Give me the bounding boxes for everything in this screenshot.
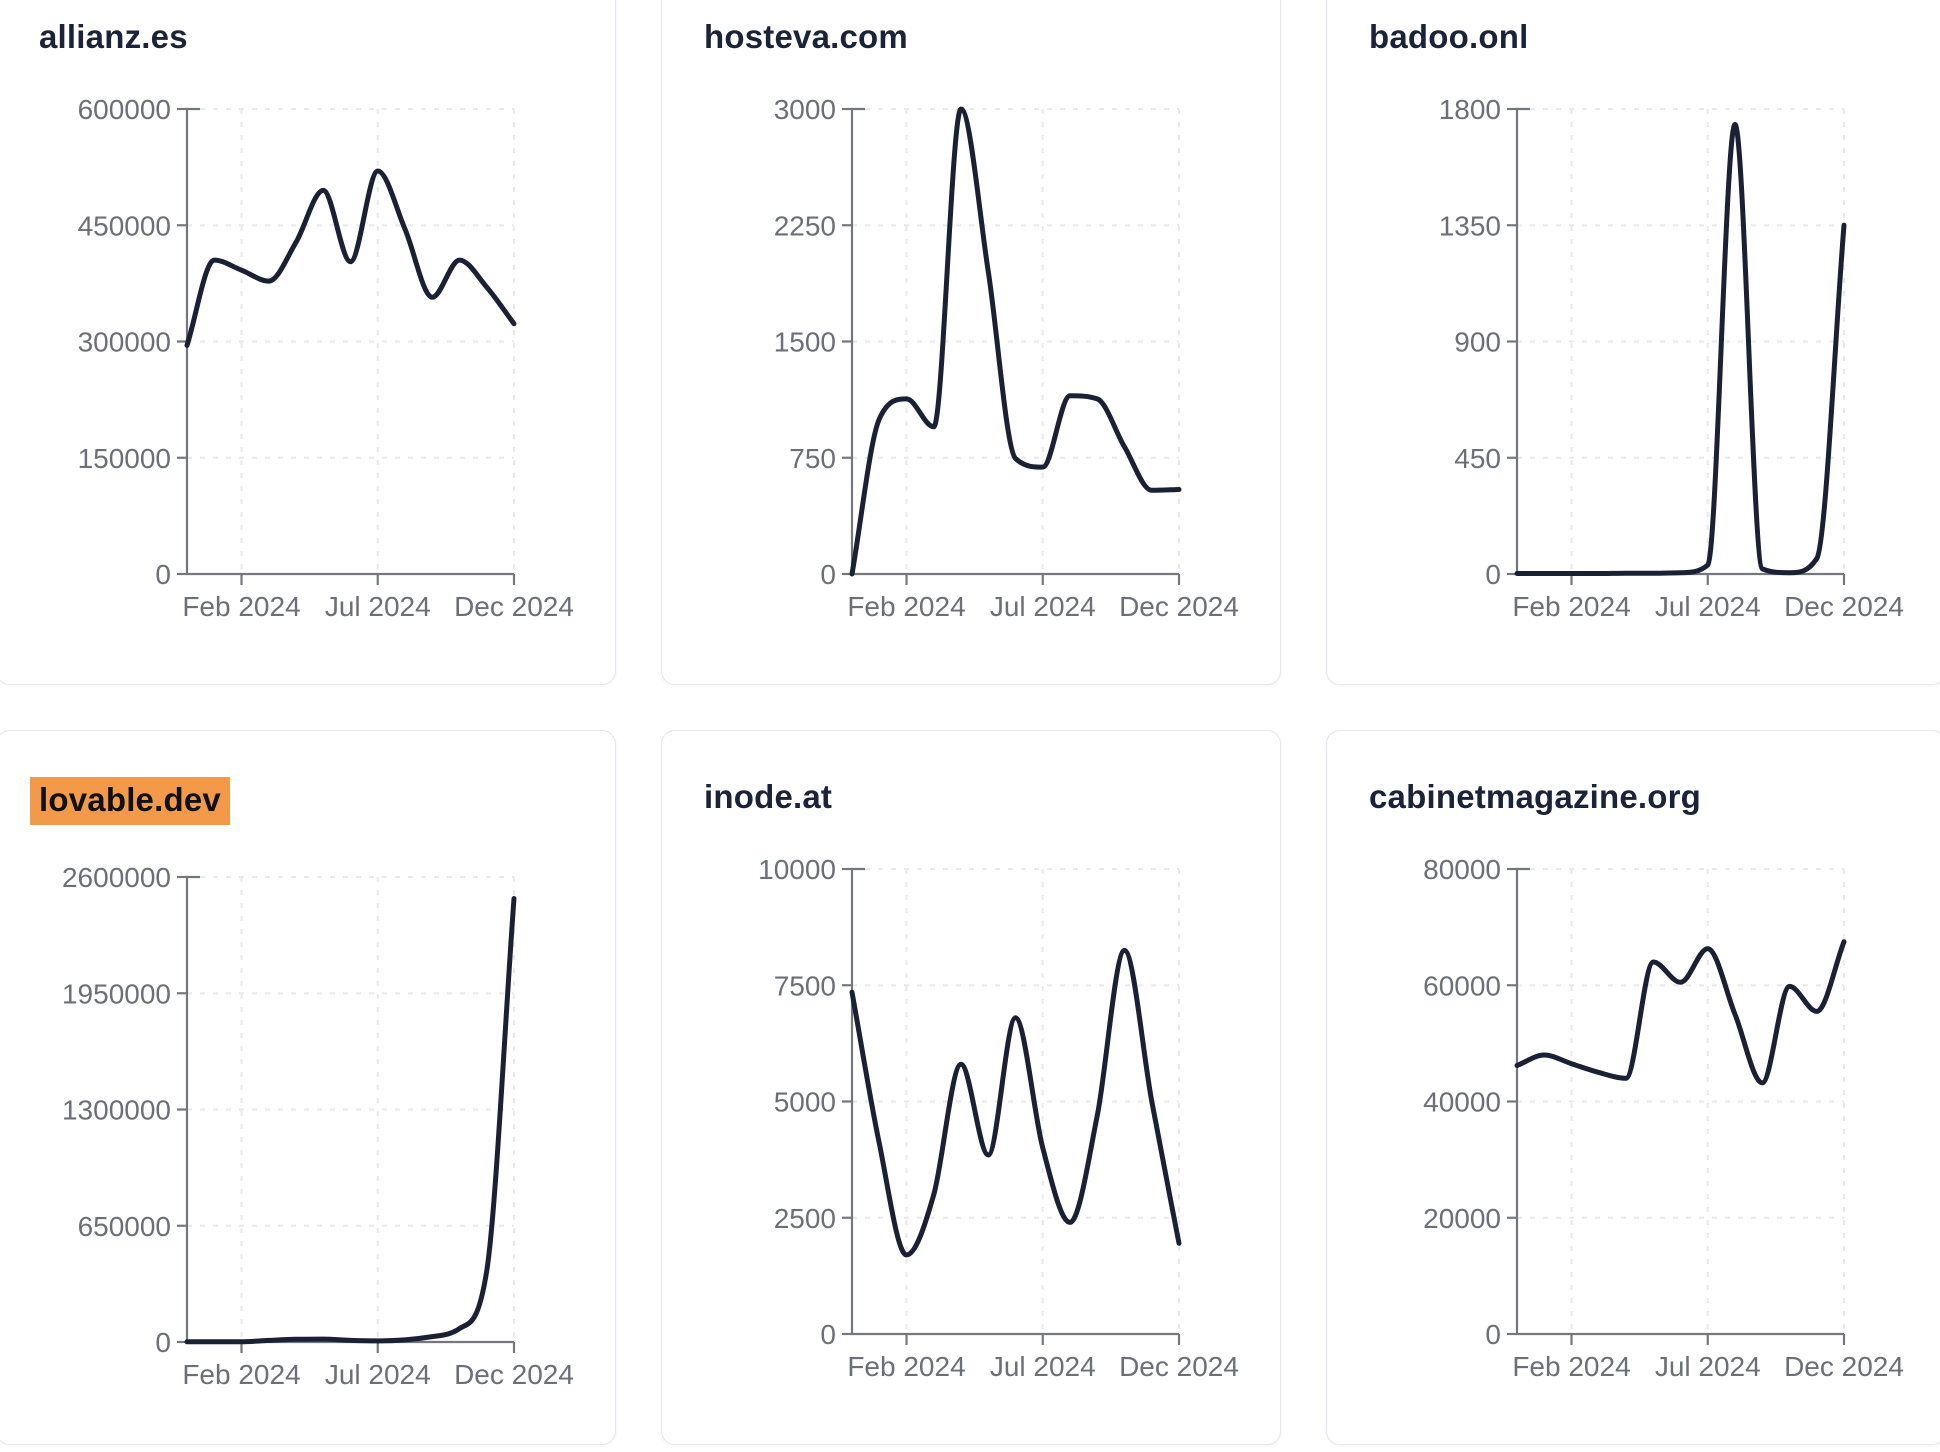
domain-label: inode.at [704,778,833,815]
svg-text:20000: 20000 [1423,1203,1501,1234]
svg-text:40000: 40000 [1423,1087,1501,1118]
svg-text:0: 0 [820,559,836,590]
traffic-line-chart[interactable]: 0 750 1500 2250 3000 Feb 2024 Jul 2024 Dec 2024 [662,57,1282,627]
svg-text:0: 0 [1485,1319,1501,1350]
svg-text:60000: 60000 [1423,970,1501,1001]
chart-card-badoo[interactable]: badoo.onl 0 450 900 1350 1800 Feb 2024 Jul 202… [1326,0,1940,685]
svg-text:450: 450 [1454,443,1501,474]
svg-text:Dec 2024: Dec 2024 [1784,1351,1904,1382]
domain-label: hosteva.com [704,18,908,55]
svg-text:Dec 2024: Dec 2024 [454,1359,574,1390]
chart-card-allianz[interactable]: allianz.es 0 150000 300000 450000 600000 Feb … [0,0,616,685]
svg-text:1350: 1350 [1439,210,1501,241]
chart-card-lovable[interactable]: lovable.dev 0 650000 1300000 1950000 2600000… [0,730,616,1445]
card-title: lovable.dev [30,777,615,825]
svg-text:Dec 2024: Dec 2024 [1119,591,1239,622]
svg-text:5000: 5000 [774,1087,836,1118]
traffic-line-chart[interactable]: 0 450 900 1350 1800 Feb 2024 Jul 2024 Dec 2024 [1327,57,1940,627]
svg-text:750: 750 [789,443,836,474]
card-title: hosteva.com [704,17,1280,57]
chart-card-cabinetmagazine[interactable]: cabinetmagazine.org 0 20000 40000 60000 8000… [1326,730,1940,1445]
svg-text:0: 0 [155,559,171,590]
svg-text:Jul 2024: Jul 2024 [990,591,1096,622]
svg-text:Feb 2024: Feb 2024 [847,591,965,622]
card-title: cabinetmagazine.org [1369,777,1940,817]
svg-text:Feb 2024: Feb 2024 [1512,591,1630,622]
svg-text:Dec 2024: Dec 2024 [1784,591,1904,622]
traffic-line-chart[interactable]: 0 2500 5000 7500 10000 Feb 2024 Jul 2024 Dec 20… [662,817,1282,1387]
svg-text:900: 900 [1454,327,1501,358]
svg-text:Jul 2024: Jul 2024 [990,1351,1096,1382]
card-title: badoo.onl [1369,17,1940,57]
svg-text:Dec 2024: Dec 2024 [454,591,574,622]
svg-text:Dec 2024: Dec 2024 [1119,1351,1239,1382]
svg-text:7500: 7500 [774,970,836,1001]
svg-text:2600000: 2600000 [62,862,171,893]
svg-text:Feb 2024: Feb 2024 [847,1351,965,1382]
chart-card-hosteva[interactable]: hosteva.com 0 750 1500 2250 3000 Feb 2024 Jul … [661,0,1281,685]
svg-text:Jul 2024: Jul 2024 [325,591,431,622]
svg-text:10000: 10000 [758,854,836,885]
svg-text:Jul 2024: Jul 2024 [1655,1351,1761,1382]
svg-text:600000: 600000 [78,94,171,125]
domain-label-highlighted: lovable.dev [30,777,230,825]
svg-text:1500: 1500 [774,327,836,358]
svg-text:650000: 650000 [78,1211,171,1242]
svg-text:80000: 80000 [1423,854,1501,885]
svg-text:300000: 300000 [78,327,171,358]
domain-label: allianz.es [39,18,188,55]
svg-text:150000: 150000 [78,443,171,474]
svg-text:Feb 2024: Feb 2024 [182,591,300,622]
svg-text:0: 0 [155,1327,171,1358]
card-title: allianz.es [39,17,615,57]
svg-text:1950000: 1950000 [62,978,171,1009]
svg-text:2250: 2250 [774,210,836,241]
svg-text:3000: 3000 [774,94,836,125]
domain-label: cabinetmagazine.org [1369,778,1702,815]
traffic-line-chart[interactable]: 0 650000 1300000 1950000 2600000 Feb 2024 Jul … [0,825,617,1395]
chart-card-inode[interactable]: inode.at 0 2500 5000 7500 10000 Feb 2024 Jul 2… [661,730,1281,1445]
svg-text:Feb 2024: Feb 2024 [1512,1351,1630,1382]
traffic-line-chart[interactable]: 0 20000 40000 60000 80000 Feb 2024 Jul 2024 Dec… [1327,817,1940,1387]
svg-text:2500: 2500 [774,1203,836,1234]
svg-text:Jul 2024: Jul 2024 [325,1359,431,1390]
svg-text:0: 0 [1485,559,1501,590]
svg-text:0: 0 [820,1319,836,1350]
svg-text:Feb 2024: Feb 2024 [182,1359,300,1390]
domain-label: badoo.onl [1369,18,1529,55]
svg-text:Jul 2024: Jul 2024 [1655,591,1761,622]
svg-text:450000: 450000 [78,210,171,241]
card-title: inode.at [704,777,1280,817]
traffic-line-chart[interactable]: 0 150000 300000 450000 600000 Feb 2024 Jul 202… [0,57,617,627]
svg-text:1800: 1800 [1439,94,1501,125]
svg-text:1300000: 1300000 [62,1095,171,1126]
